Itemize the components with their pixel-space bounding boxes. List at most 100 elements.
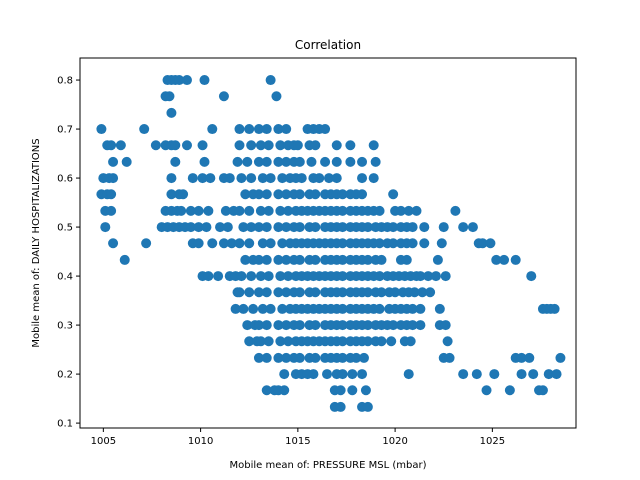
data-point [193,238,204,249]
data-point [166,173,177,184]
data-point [232,156,243,167]
data-point [106,205,117,216]
data-point [281,156,292,167]
data-point [403,369,414,380]
data-point [347,385,358,396]
data-point [255,336,266,347]
data-point [489,369,500,380]
data-point [477,238,488,249]
data-point [388,222,399,233]
data-point [185,222,196,233]
data-point [310,222,321,233]
data-point [357,369,368,380]
data-point [357,173,368,184]
data-point [351,352,362,363]
data-point [213,271,224,282]
data-point [255,205,266,216]
data-point [308,369,319,380]
data-point [261,287,272,298]
data-point [164,91,175,102]
data-point [310,320,321,331]
data-point [273,189,284,200]
data-point [263,336,274,347]
data-point [407,320,418,331]
data-point [199,75,210,86]
data-point [205,173,216,184]
data-point [263,140,274,151]
data-point [440,271,451,282]
data-point [253,320,264,331]
data-point [166,189,177,200]
chart-title: Correlation [295,38,361,52]
data-point [244,287,255,298]
data-point [450,205,461,216]
data-point [337,238,348,249]
data-point [362,222,373,233]
data-point [281,124,292,135]
y-axis-title: Mobile mean of: DAILY HOSPITALIZATIONS [31,138,42,347]
y-axis: 0.1 0.2 0.3 0.4 0.5 0.6 0.7 0.8 [57,76,80,430]
data-point [178,189,189,200]
data-point [504,385,515,396]
data-point [331,140,342,151]
data-point [240,254,251,265]
y-tick-label: 0.4 [57,272,73,283]
data-point [430,271,441,282]
data-point [528,369,539,380]
data-point [337,369,348,380]
data-point [255,271,266,282]
data-point [275,140,286,151]
data-point [248,303,259,314]
data-point [551,369,562,380]
y-tick-label: 0.2 [57,370,73,381]
data-point [434,303,445,314]
data-points [96,75,566,412]
data-point [244,238,255,249]
data-point [337,205,348,216]
y-tick-label: 0.1 [57,419,73,430]
data-point [458,222,469,233]
data-point [499,254,510,265]
data-point [281,287,292,298]
data-point [376,287,387,298]
data-point [417,287,428,298]
data-point [337,254,348,265]
data-point [253,156,264,167]
data-point [436,238,447,249]
data-point [174,75,185,86]
data-point [362,287,373,298]
data-point [310,287,321,298]
data-point [390,287,401,298]
data-point [246,140,257,151]
data-point [203,205,214,216]
data-point [281,352,292,363]
data-point [537,385,548,396]
data-point [310,254,321,265]
data-point [261,254,272,265]
data-point [253,352,264,363]
data-point [407,238,418,249]
data-point [415,320,426,331]
data-point [425,287,436,298]
data-point [524,352,535,363]
data-point [362,336,373,347]
data-point [275,271,286,282]
data-point [370,156,381,167]
data-point [345,156,356,167]
data-point [405,336,416,347]
data-point [388,320,399,331]
data-point [345,140,356,151]
y-tick-label: 0.5 [57,223,73,234]
data-point [181,140,192,151]
data-point [374,303,385,314]
data-point [261,124,272,135]
data-point [281,254,292,265]
data-point [401,254,412,265]
data-point [273,352,284,363]
data-point [335,385,346,396]
data-point [442,336,453,347]
data-point [253,254,264,265]
data-point [440,320,451,331]
plot-frame [79,57,577,429]
